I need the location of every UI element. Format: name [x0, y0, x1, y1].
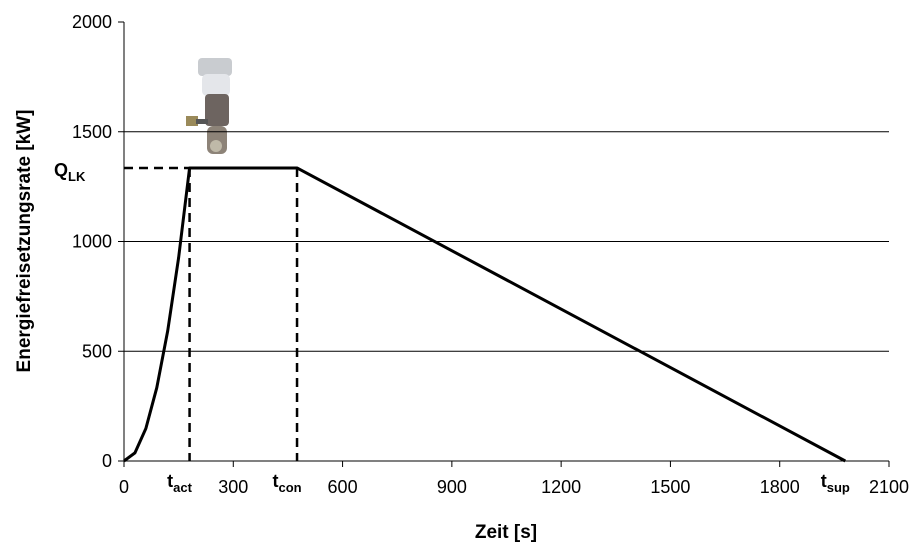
x-tick-label: 2100 — [869, 477, 909, 497]
annotation: QLK — [54, 160, 86, 184]
y-tick-label: 1500 — [72, 122, 112, 142]
annotation: tact — [167, 471, 192, 495]
x-tick-label: 1800 — [760, 477, 800, 497]
y-axis-label: Energiefreisetzungsrate [kW] — [14, 110, 35, 373]
x-tick-label: 600 — [328, 477, 358, 497]
annotation-sub: con — [278, 480, 301, 495]
annotation-sub: sup — [827, 480, 850, 495]
x-tick-label: 1200 — [541, 477, 581, 497]
annotation-main: t — [272, 471, 278, 491]
y-tick-label: 1000 — [72, 232, 112, 252]
annotation: tsup — [821, 471, 850, 495]
x-tick-label: 0 — [119, 477, 129, 497]
valve-image — [186, 58, 232, 154]
annotation: tcon — [272, 471, 301, 495]
y-tick-label: 2000 — [72, 12, 112, 32]
annotation-main: Q — [54, 160, 68, 180]
x-tick-label: 300 — [218, 477, 248, 497]
x-tick-label: 900 — [437, 477, 467, 497]
x-axis-label: Zeit [s] — [475, 522, 537, 543]
annotation-main: t — [821, 471, 827, 491]
annotation-sub: act — [173, 480, 192, 495]
x-tick-label: 1500 — [650, 477, 690, 497]
annotation-sub: LK — [68, 169, 86, 184]
y-tick-label: 0 — [102, 451, 112, 471]
y-tick-label: 500 — [82, 341, 112, 361]
annotation-main: t — [167, 471, 173, 491]
data-line — [123, 166, 846, 463]
